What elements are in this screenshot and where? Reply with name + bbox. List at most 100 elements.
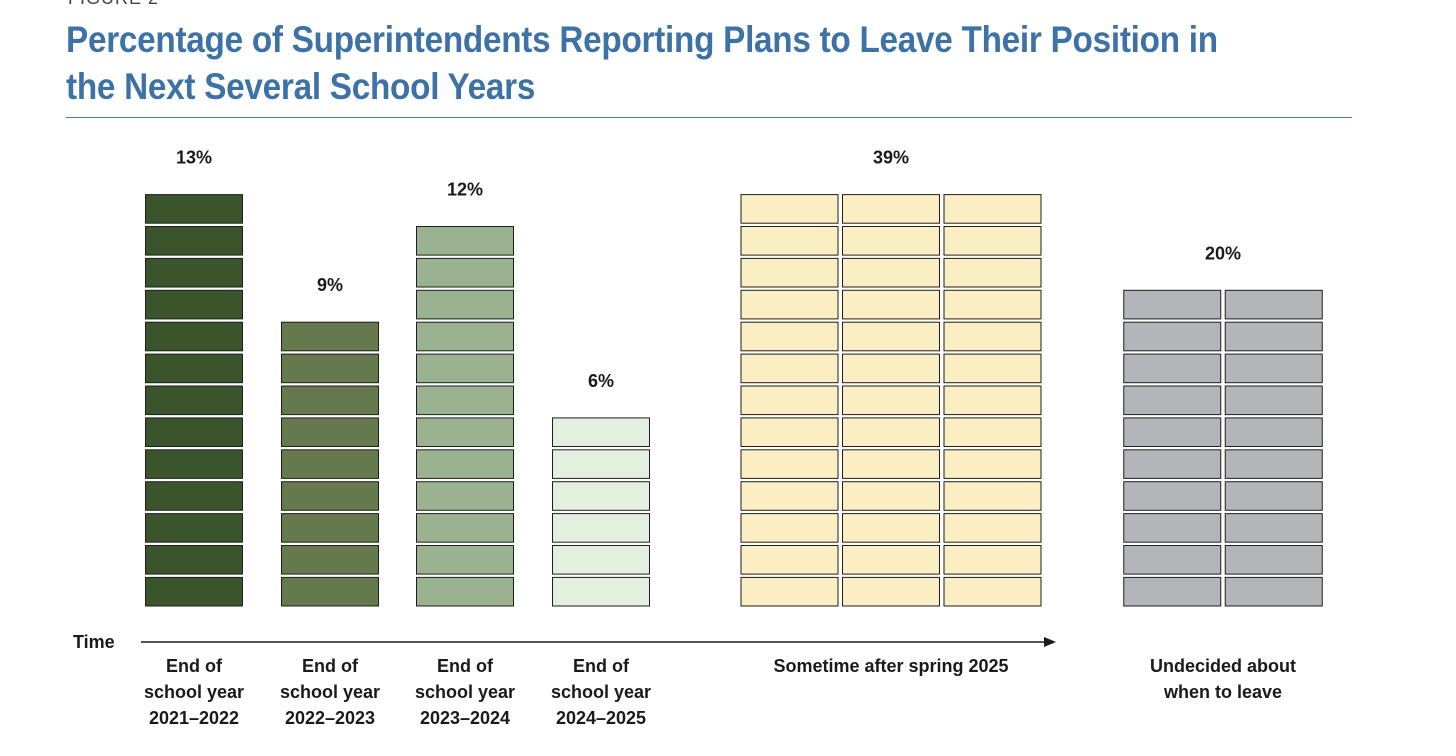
- figure-label: FIGURE 2: [68, 0, 159, 9]
- bar-cell: [145, 353, 243, 384]
- time-axis-label: Time: [73, 632, 115, 652]
- bar-cell: [281, 449, 379, 479]
- category-label-line: 2021–2022: [149, 708, 239, 728]
- bars-layer: [145, 194, 1323, 607]
- bar-cell: [281, 353, 379, 384]
- bar-cell: [281, 481, 379, 511]
- bar-cell: [145, 576, 243, 607]
- bar-cell: [145, 226, 243, 256]
- bar-cell: [1123, 576, 1222, 607]
- bar-cell: [1224, 289, 1323, 320]
- bar-cell: [740, 257, 839, 288]
- bar-cell: [740, 289, 839, 320]
- bar-cell: [740, 385, 839, 416]
- bar-cell: [740, 194, 839, 224]
- bar-cell: [281, 545, 379, 575]
- bar-cell: [842, 257, 940, 288]
- category-label: End of school year 2024–2025: [551, 656, 651, 728]
- bar-cell: [740, 417, 839, 447]
- bar-cell: [145, 321, 243, 352]
- bar-cell: [145, 289, 243, 320]
- category-label-line: 2023–2024: [420, 708, 510, 728]
- bar-cell: [740, 513, 839, 543]
- bar-cell: [842, 385, 940, 416]
- bar-cell: [943, 481, 1042, 511]
- bar-cell: [416, 513, 514, 543]
- data-label: 20%: [1205, 243, 1241, 263]
- bar-cell: [1123, 513, 1222, 543]
- bar-cell: [145, 194, 243, 224]
- bar-cell: [552, 545, 650, 575]
- bar-cell: [416, 545, 514, 575]
- bar-cell: [145, 481, 243, 511]
- category-label: Undecided about when to leave: [1150, 656, 1296, 702]
- bar-cell: [740, 481, 839, 511]
- category-label: End of school year 2023–2024: [415, 656, 515, 728]
- title-rule: [66, 117, 1352, 118]
- bar-cell: [740, 226, 839, 256]
- bar-cell: [416, 226, 514, 256]
- category-label-line: school year: [280, 682, 380, 702]
- bar-cell: [842, 545, 940, 575]
- category-label: End of school year 2021–2022: [144, 656, 244, 728]
- bar-cell: [943, 321, 1042, 352]
- time-axis: Time: [73, 632, 1056, 652]
- bar-cell: [842, 194, 940, 224]
- bar-cell: [1224, 576, 1323, 607]
- bar-cell: [740, 576, 839, 607]
- category-label-line: End of: [573, 656, 630, 676]
- bar-cell: [842, 481, 940, 511]
- data-label: 12%: [447, 180, 483, 200]
- bar-cell: [145, 257, 243, 288]
- bar-cell: [842, 449, 940, 479]
- bar-cell: [943, 353, 1042, 384]
- category-label-line: when to leave: [1163, 682, 1282, 702]
- bar-cell: [281, 417, 379, 447]
- bar-cell: [281, 385, 379, 416]
- category-label-line: 2022–2023: [285, 708, 375, 728]
- bar-cell: [145, 513, 243, 543]
- bar-cell: [740, 449, 839, 479]
- bar-cell: [740, 545, 839, 575]
- category-labels-layer: End of school year 2021–2022 End of school y…: [144, 656, 1296, 728]
- bar-cell: [145, 449, 243, 479]
- bar-cell: [842, 576, 940, 607]
- category-label-line: school year: [415, 682, 515, 702]
- bar-cell: [842, 226, 940, 256]
- bar-cell: [552, 513, 650, 543]
- bar-cell: [145, 545, 243, 575]
- bar-cell: [145, 385, 243, 416]
- bar-cell: [1123, 481, 1222, 511]
- bar-cell: [943, 289, 1042, 320]
- bar-cell: [1224, 417, 1323, 447]
- bar-cell: [842, 513, 940, 543]
- data-label: 13%: [176, 148, 212, 168]
- data-label: 39%: [873, 148, 909, 168]
- bar-cell: [1224, 449, 1323, 479]
- bar-cell: [1224, 481, 1323, 511]
- value-labels-layer: 13% 9% 12% 6% 39% 20%: [176, 148, 1241, 391]
- bar-cell: [1123, 353, 1222, 384]
- bar-cell: [1123, 321, 1222, 352]
- bar-cell: [842, 353, 940, 384]
- bar-cell: [1224, 513, 1323, 543]
- bar-cell: [416, 576, 514, 607]
- time-axis-arrowhead: [1044, 637, 1056, 647]
- bar-cell: [943, 385, 1042, 416]
- category-label: Sometime after spring 2025: [773, 656, 1008, 676]
- bar-cell: [943, 194, 1042, 224]
- bar-cell: [145, 417, 243, 447]
- bar-cell: [1224, 545, 1323, 575]
- bar-cell: [416, 257, 514, 288]
- bar-cell: [1123, 417, 1222, 447]
- data-label: 6%: [588, 371, 614, 391]
- bar-cell: [416, 385, 514, 416]
- category-label-line: End of: [166, 656, 223, 676]
- category-label-line: 2024–2025: [556, 708, 646, 728]
- bar-cell: [740, 353, 839, 384]
- bar-cell: [416, 289, 514, 320]
- bar-cell: [943, 545, 1042, 575]
- category-label-line: End of: [437, 656, 494, 676]
- bar-cell: [943, 417, 1042, 447]
